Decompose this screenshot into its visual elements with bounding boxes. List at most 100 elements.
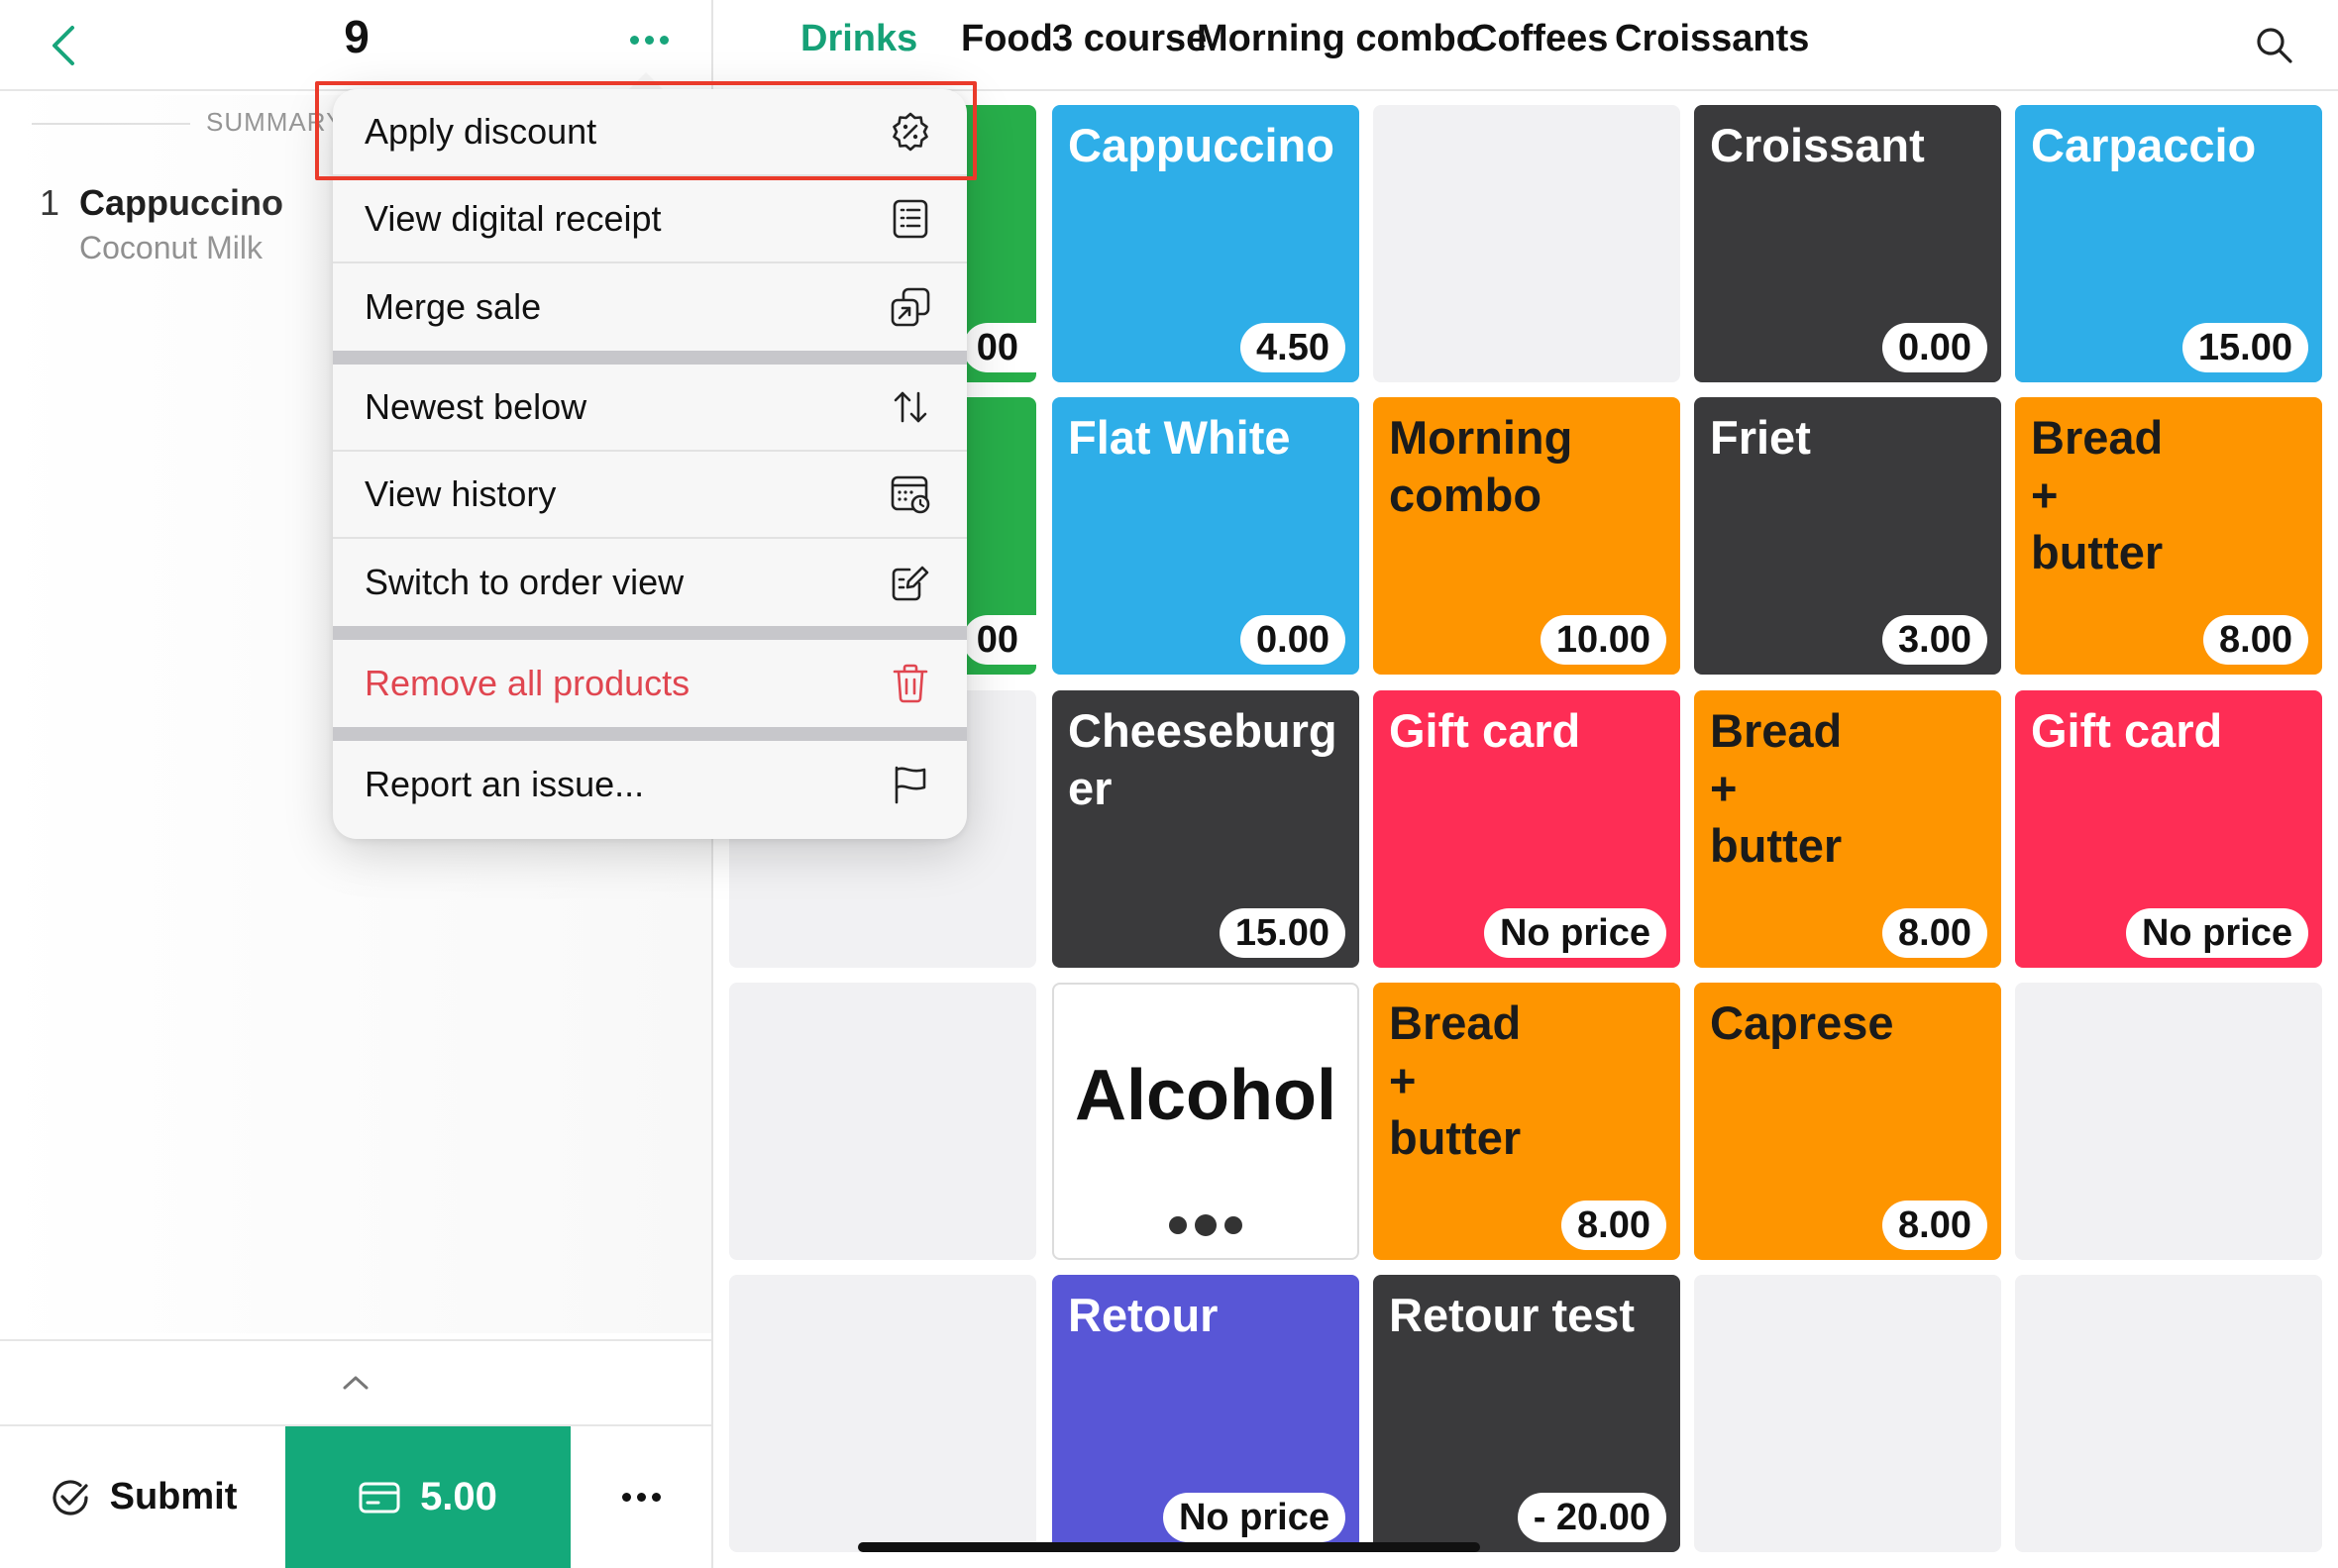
tile-name: Carpaccio: [2031, 119, 2257, 171]
product-tile-carpaccio[interactable]: Carpaccio 15.00: [2015, 105, 2322, 382]
tile-price: 15.00: [1219, 908, 1345, 958]
tile-name: Caprese: [1710, 996, 1894, 1049]
menu-item-switch-to-order-view[interactable]: Switch to order view: [333, 539, 967, 626]
empty-tile: [729, 1275, 1036, 1552]
line-modifier: Coconut Milk: [79, 230, 263, 265]
product-tile-flat-white[interactable]: Flat White 0.00: [1052, 397, 1359, 675]
menu-item-merge-sale[interactable]: Merge sale: [333, 263, 967, 351]
action-bar: Submit 5.00: [0, 1426, 711, 1568]
menu-item-label: Merge sale: [365, 286, 542, 327]
pay-button[interactable]: 5.00: [285, 1426, 571, 1568]
tile-price: 00: [962, 323, 1036, 372]
tile-price: 8.00: [1561, 1201, 1666, 1250]
product-tile-morning-combo[interactable]: Morning combo 10.00: [1373, 397, 1680, 675]
history-calendar-icon: [890, 473, 931, 515]
tab-food[interactable]: Food: [961, 18, 1053, 59]
menu-item-view-digital-receipt[interactable]: View digital receipt: [333, 176, 967, 263]
tile-price: 3.00: [1882, 615, 1987, 665]
tile-name: Gift card: [2031, 704, 2223, 757]
tile-name: Flat White: [1068, 411, 1291, 464]
product-tile-retour[interactable]: Retour No price: [1052, 1275, 1359, 1552]
menu-item-label: Switch to order view: [365, 562, 685, 602]
menu-item-label: View history: [365, 473, 557, 514]
tab-croissants[interactable]: Croissants: [1615, 18, 1810, 59]
divider-line: [32, 123, 190, 125]
pay-amount: 5.00: [420, 1475, 497, 1518]
product-tile-gift-card[interactable]: Gift card No price: [2015, 690, 2322, 968]
tab-3-course[interactable]: 3 course: [1052, 18, 1208, 59]
tile-price: No price: [1162, 1493, 1345, 1542]
tile-name: Bread + butter: [1389, 996, 1522, 1164]
tile-price: 8.00: [1882, 908, 1987, 958]
order-more-button[interactable]: [624, 20, 674, 59]
tile-price: 4.50: [1240, 323, 1345, 372]
search-icon: [2257, 28, 2292, 63]
tile-price: 8.00: [2203, 615, 2308, 665]
merge-icon: [890, 286, 931, 328]
tab-morning-combo[interactable]: Morning combo: [1197, 18, 1479, 59]
product-tile-bread-butter[interactable]: Bread + butter 8.00: [2015, 397, 2322, 675]
menu-item-label: Remove all products: [365, 663, 691, 703]
footer-more-button[interactable]: [571, 1426, 711, 1568]
product-tile-friet[interactable]: Friet 3.00: [1694, 397, 2001, 675]
tile-name: Retour test: [1389, 1289, 1636, 1341]
menu-item-newest-below[interactable]: Newest below: [333, 365, 967, 452]
order-actions-menu: Apply discount View digital receipt Merg…: [333, 89, 967, 839]
summary-divider: SUMMARY: [32, 99, 686, 147]
tile-price: No price: [1483, 908, 1666, 958]
product-tile-cappuccino[interactable]: Cappuccino 4.50: [1052, 105, 1359, 382]
tile-name: Croissant: [1710, 119, 1925, 171]
submit-button[interactable]: Submit: [0, 1426, 285, 1568]
tile-price: - 20.00: [1517, 1493, 1666, 1542]
receipt-icon: [890, 198, 931, 240]
card-icon: [359, 1482, 400, 1513]
product-tile-bread-butter[interactable]: Bread + butter 8.00: [1694, 690, 2001, 968]
chevron-up-icon: [343, 1376, 369, 1390]
summary-label: SUMMARY: [206, 107, 345, 137]
menu-item-label: Newest below: [365, 386, 587, 427]
tile-name: Bread + butter: [1710, 704, 1843, 872]
category-tile-alcohol[interactable]: Alcohol: [1052, 983, 1359, 1260]
empty-tile: [2015, 1275, 2322, 1552]
more-horizontal-icon: [1054, 1214, 1357, 1236]
empty-tile: [1694, 1275, 2001, 1552]
search-button[interactable]: [2247, 18, 2302, 73]
menu-separator: [333, 626, 967, 640]
sort-arrows-icon: [890, 386, 931, 428]
tab-drinks[interactable]: Drinks: [800, 18, 918, 59]
tile-name: Bread + butter: [2031, 411, 2164, 578]
more-horizontal-icon: [629, 35, 669, 45]
tile-name: Retour: [1068, 1289, 1219, 1341]
expand-summary-button[interactable]: [0, 1339, 711, 1426]
tile-name: Alcohol: [1075, 1056, 1336, 1135]
product-tile-gift-card[interactable]: Gift card No price: [1373, 690, 1680, 968]
menu-item-remove-all-products[interactable]: Remove all products: [333, 640, 967, 727]
trash-icon: [890, 663, 931, 704]
tile-name: Cheeseburger: [1068, 704, 1337, 814]
tile-price: 0.00: [1240, 615, 1345, 665]
tile-price: 00: [962, 615, 1036, 665]
more-horizontal-icon: [621, 1493, 661, 1502]
product-tile-bread-butter[interactable]: Bread + butter 8.00: [1373, 983, 1680, 1260]
menu-item-label: Report an issue...: [365, 764, 645, 804]
tile-price: 10.00: [1540, 615, 1666, 665]
tile-name: Friet: [1710, 411, 1811, 464]
discount-badge-icon: [890, 111, 931, 153]
product-tile-cheeseburger[interactable]: Cheeseburger 15.00: [1052, 690, 1359, 968]
tab-coffees[interactable]: Coffees: [1470, 18, 1609, 59]
submit-label: Submit: [109, 1476, 238, 1517]
tile-name: Cappuccino: [1068, 119, 1334, 171]
product-tile-caprese[interactable]: Caprese 8.00: [1694, 983, 2001, 1260]
menu-item-view-history[interactable]: View history: [333, 452, 967, 539]
product-tile-retour-test[interactable]: Retour test - 20.00: [1373, 1275, 1680, 1552]
tile-price: 15.00: [2181, 323, 2308, 372]
check-circle-icon: [53, 1479, 88, 1516]
back-button[interactable]: [44, 16, 83, 75]
empty-tile: [2015, 983, 2322, 1260]
menu-item-report-an-issue[interactable]: Report an issue...: [333, 741, 967, 828]
menu-item-apply-discount[interactable]: Apply discount: [333, 89, 967, 176]
tile-name: Morning combo: [1389, 411, 1573, 521]
menu-item-label: Apply discount: [365, 111, 597, 152]
line-quantity: 1: [40, 182, 60, 223]
product-tile-croissant[interactable]: Croissant 0.00: [1694, 105, 2001, 382]
